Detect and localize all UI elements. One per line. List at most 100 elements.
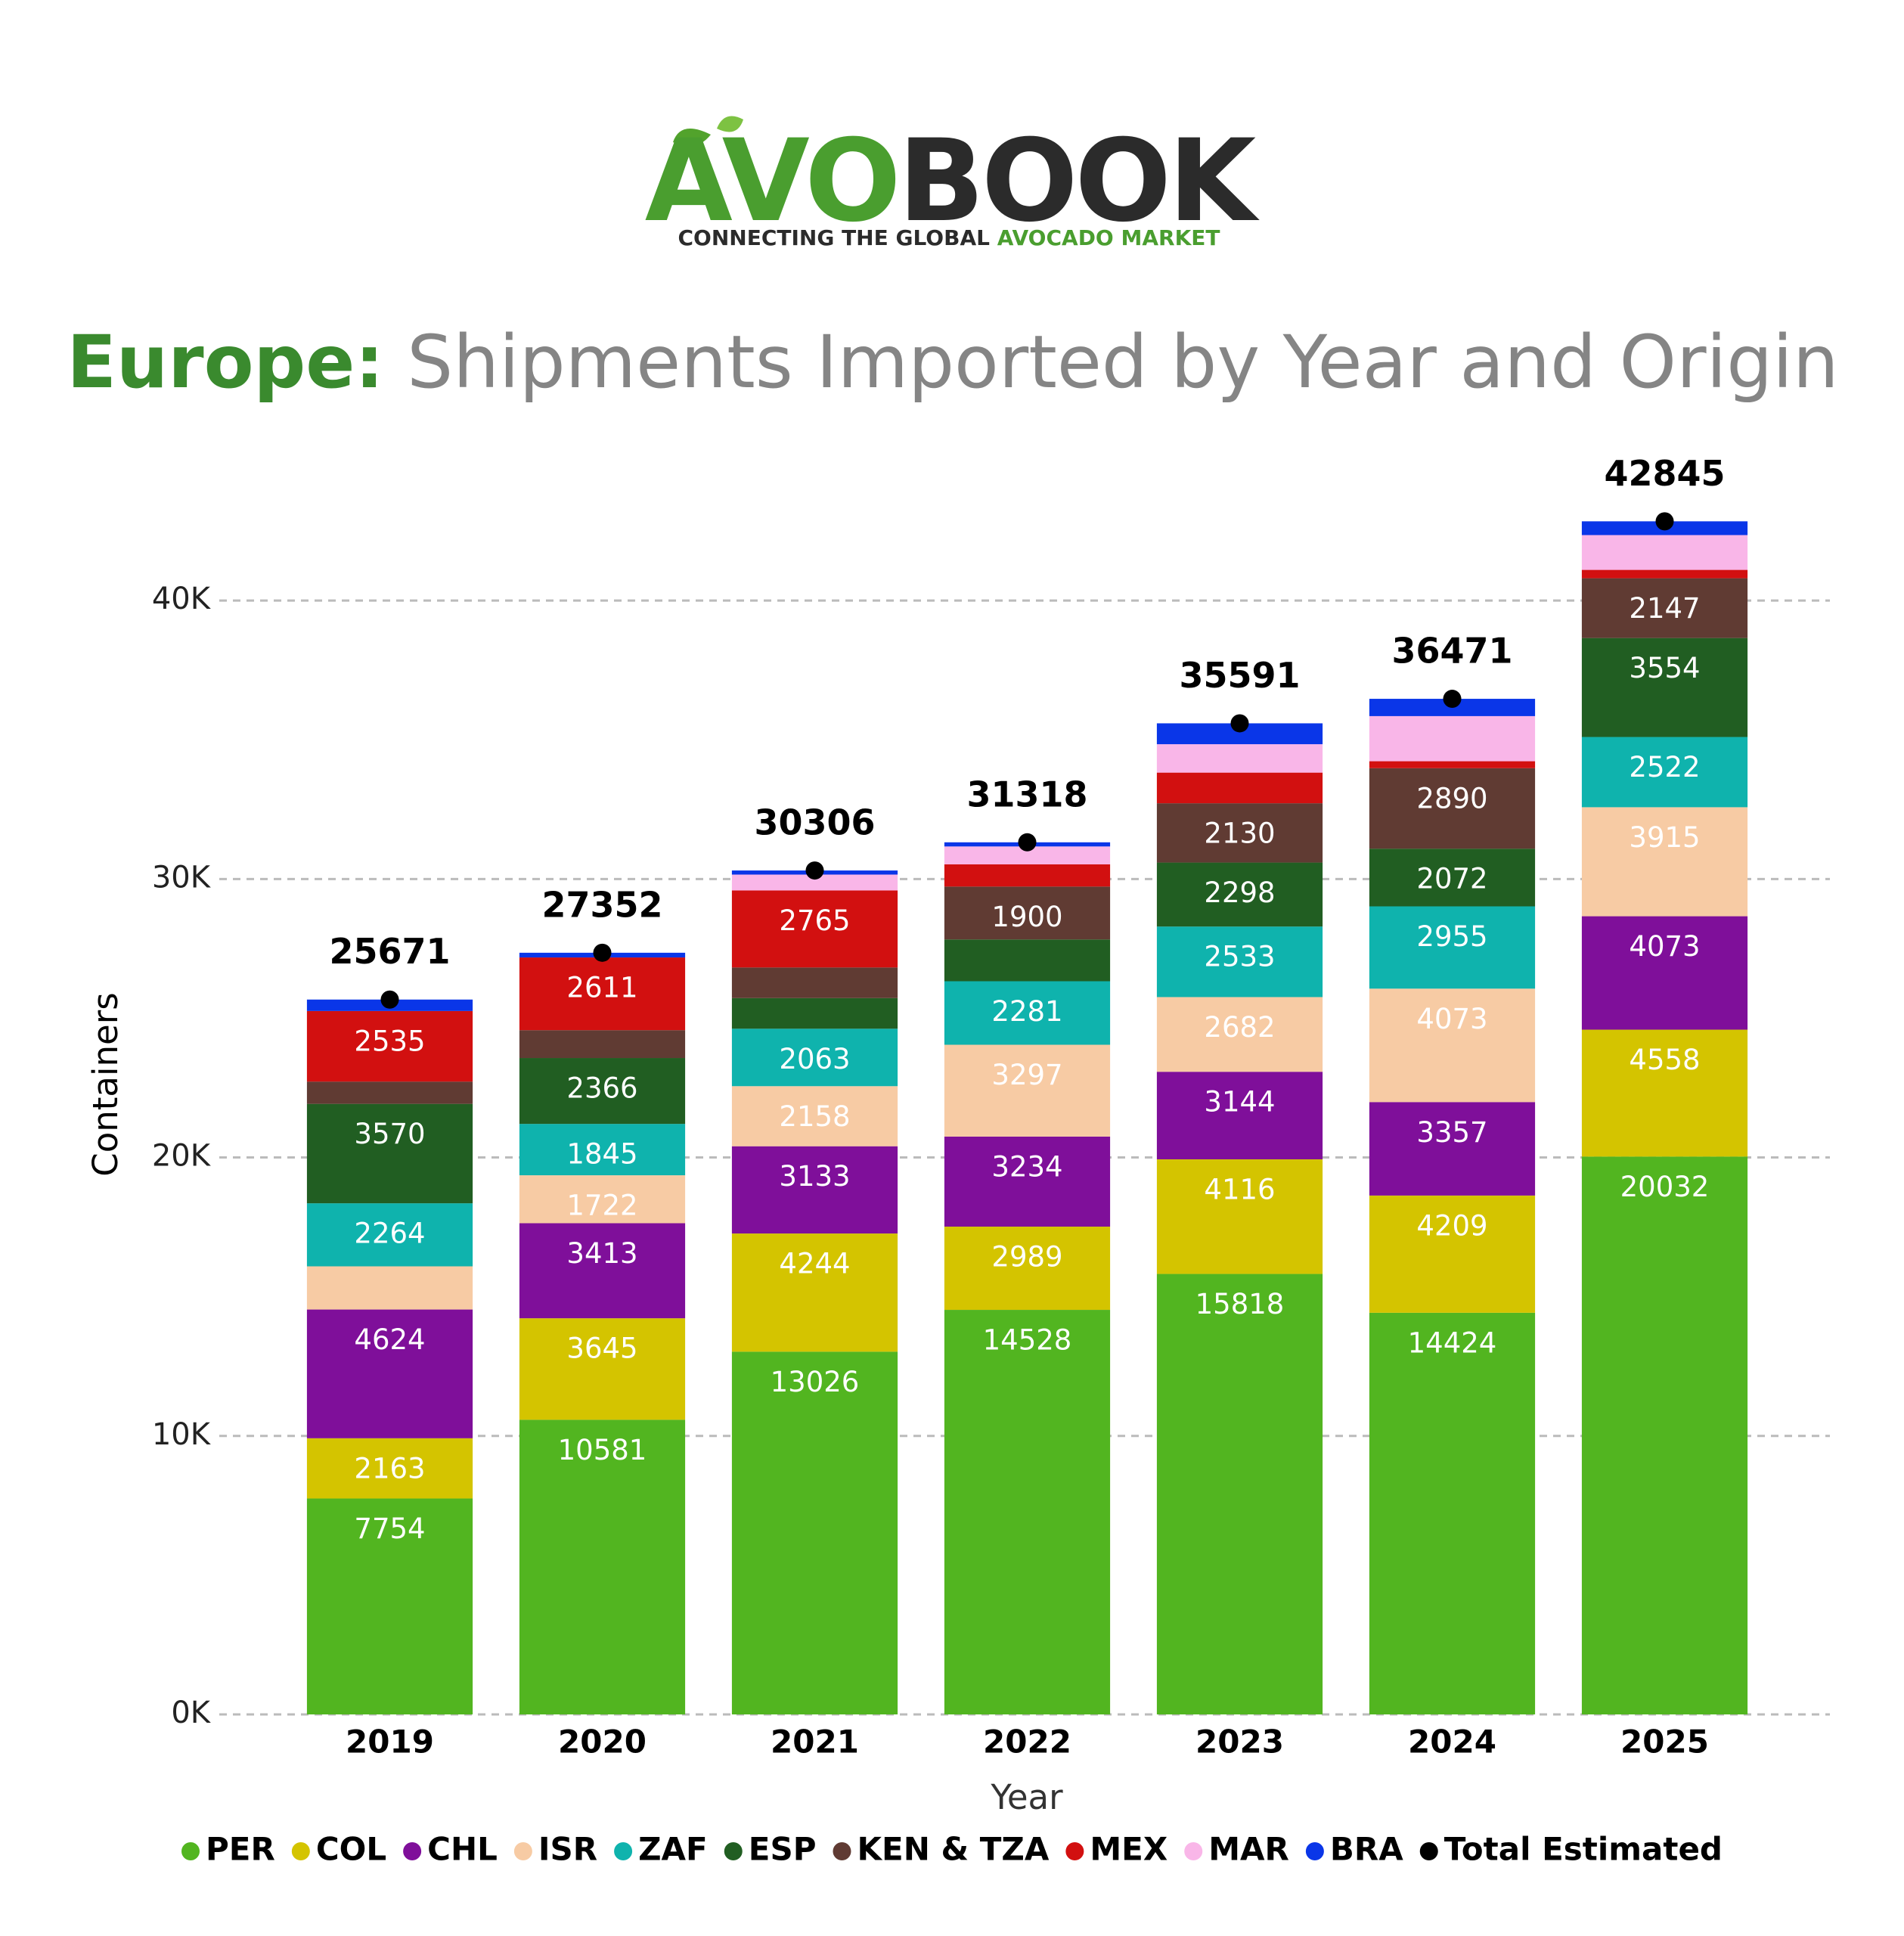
bar-segment: [731, 1028, 898, 1087]
segment-label: 3234: [991, 1150, 1062, 1183]
bar-segment: [1581, 638, 1748, 737]
bar-segment: [944, 1226, 1111, 1311]
segment-label: 2535: [354, 1025, 425, 1057]
segment-label: 2366: [566, 1072, 637, 1105]
segment-label: 2765: [779, 904, 850, 937]
bar-segment: [519, 1030, 686, 1059]
segment-label: 3297: [991, 1059, 1062, 1091]
y-axis-title: Containers: [85, 992, 126, 1176]
bar-segment: [1369, 1195, 1536, 1313]
segment-label: 3645: [566, 1333, 637, 1365]
bar-segment: [731, 997, 898, 1029]
bar-segment: [1581, 1029, 1748, 1157]
bar-segment: [519, 957, 686, 1031]
total-marker: [805, 861, 824, 880]
legend-marker: [1184, 1842, 1203, 1860]
bar-segment: [1156, 1274, 1323, 1714]
segment-label: 2281: [991, 995, 1062, 1028]
legend-label: PER: [206, 1831, 275, 1868]
bar-segment: [1581, 737, 1748, 808]
legend-marker: [614, 1842, 633, 1860]
segment-label: 20032: [1620, 1171, 1710, 1203]
bar-segment: [519, 1058, 686, 1125]
segment-label: 2522: [1629, 751, 1700, 783]
total-label: 25671: [329, 931, 450, 972]
segment-label: 3357: [1416, 1116, 1487, 1149]
x-tick-label: 2023: [1195, 1723, 1284, 1761]
bar-segment: [1156, 772, 1323, 804]
segment-label: 2298: [1204, 876, 1275, 909]
bar-segment: [731, 1146, 898, 1234]
segment-label: 3554: [1629, 652, 1700, 684]
logo-tagline: CONNECTING THE GLOBAL AVOCADO MARKET: [678, 225, 1220, 250]
bar-segment: [306, 1081, 473, 1104]
y-tick-label: 10K: [152, 1417, 212, 1452]
bar-segment: [306, 1498, 473, 1714]
x-axis-title: Year: [990, 1777, 1063, 1817]
total-label: 27352: [541, 884, 662, 925]
segment-label: 4558: [1629, 1044, 1700, 1076]
bar-segment: [1156, 803, 1323, 863]
legend-label: CHL: [427, 1831, 498, 1868]
bar-segment: [306, 1010, 473, 1082]
bar-segment: [1156, 744, 1323, 773]
total-marker: [1230, 714, 1249, 733]
bar-segment: [944, 864, 1111, 887]
bar-segment: [1369, 1312, 1536, 1714]
bar-segment: [1581, 1156, 1748, 1714]
legend-marker: [1419, 1842, 1438, 1860]
bar-segment: [1581, 916, 1748, 1030]
segment-label: 2130: [1204, 818, 1275, 850]
total-marker: [380, 990, 399, 1009]
segment-label: 14528: [983, 1324, 1072, 1357]
segment-label: 2611: [566, 972, 637, 1004]
bar-segment: [519, 1419, 686, 1714]
bar-segment: [731, 1233, 898, 1352]
segment-label: 3570: [354, 1118, 425, 1150]
logo-leaf: [717, 116, 743, 132]
bar-segment: [1581, 807, 1748, 917]
legend-label: ZAF: [638, 1831, 708, 1868]
segment-label: 1722: [566, 1190, 637, 1222]
bar-segment: [519, 1124, 686, 1176]
bar-segment: [731, 1086, 898, 1146]
bar-segment: [731, 874, 898, 891]
bar-segment: [944, 1310, 1111, 1714]
segment-label: 2989: [991, 1240, 1062, 1273]
bar-segment: [1369, 906, 1536, 989]
legend-marker: [1305, 1842, 1324, 1860]
segment-label: 1845: [566, 1138, 637, 1171]
total-label: 35591: [1179, 655, 1300, 696]
legend-label: KEN & TZA: [857, 1831, 1049, 1868]
segment-label: 3915: [1629, 821, 1700, 854]
bar-segment: [944, 1044, 1111, 1137]
segment-label: 3133: [779, 1160, 850, 1193]
bar-segment: [306, 1203, 473, 1267]
bar-segment: [944, 939, 1111, 982]
segment-label: 4073: [1416, 1003, 1487, 1035]
segment-label: 2890: [1416, 782, 1487, 814]
x-tick-label: 2019: [346, 1723, 434, 1761]
legend-label: BRA: [1330, 1831, 1403, 1868]
bar-segment: [306, 1266, 473, 1310]
segment-label: 13026: [771, 1366, 860, 1398]
total-marker: [1443, 690, 1462, 709]
total-marker: [593, 943, 612, 962]
bar-segment: [1369, 761, 1536, 768]
bar-segment: [306, 1309, 473, 1438]
bar-segment: [1156, 1072, 1323, 1159]
x-tick-label: 2024: [1408, 1723, 1496, 1761]
segment-label: 4624: [354, 1323, 425, 1356]
segment-label: 14424: [1408, 1326, 1497, 1359]
x-tick-label: 2022: [983, 1723, 1071, 1761]
legend-marker: [403, 1842, 422, 1860]
bar-segment: [1156, 997, 1323, 1072]
legend-label: COL: [316, 1831, 386, 1868]
bar-segment: [1369, 715, 1536, 762]
segment-label: 2682: [1204, 1011, 1275, 1044]
segment-label: 3413: [566, 1237, 637, 1270]
bar-segment: [731, 890, 898, 968]
total-label: 30306: [754, 802, 875, 843]
